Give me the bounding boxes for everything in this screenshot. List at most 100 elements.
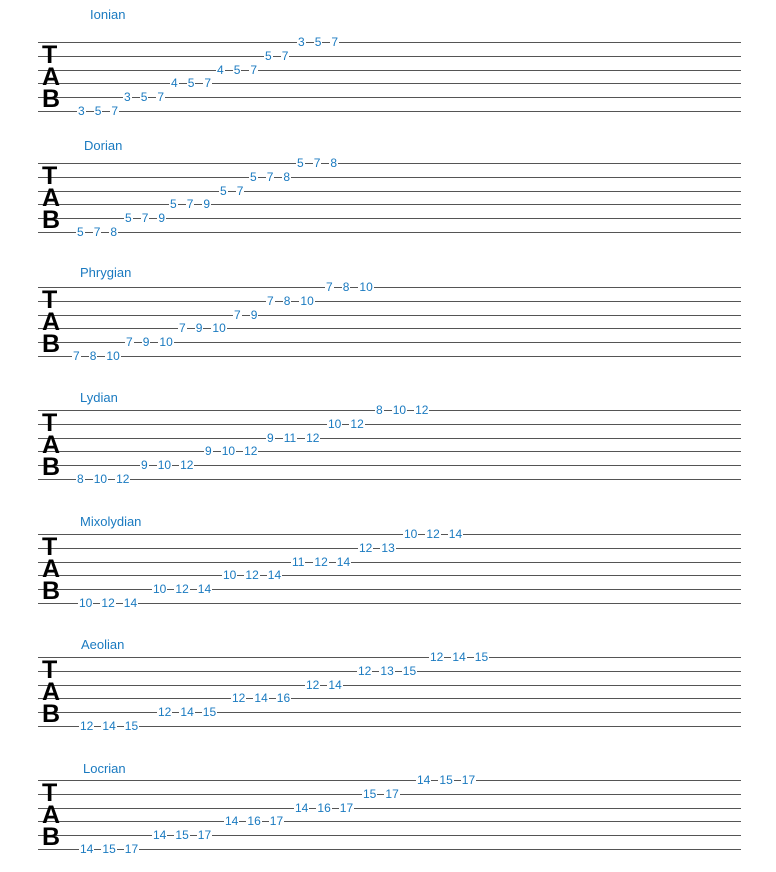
staff-string-line — [38, 42, 741, 43]
staff-string-line — [38, 176, 741, 178]
scale-title: Ionian — [90, 7, 126, 22]
staff-string-line — [38, 479, 741, 480]
fret-number: 5 — [232, 62, 242, 77]
staff-string-line — [38, 190, 741, 192]
fret-number: 10 — [222, 568, 238, 583]
fret-number: 4 — [216, 62, 225, 77]
fret-number: 13 — [379, 663, 395, 678]
tab-letter-b: B — [42, 577, 61, 605]
fret-number: 9 — [141, 335, 151, 350]
fret-number: 14 — [294, 800, 310, 815]
fret-number: 12 — [174, 582, 190, 597]
staff-string-line — [38, 204, 741, 206]
fret-number: 14 — [122, 596, 139, 610]
tab-letter-b: B — [42, 700, 61, 728]
fret-number: 14 — [335, 554, 352, 569]
fret-number: 9 — [202, 197, 212, 212]
staff-string-line — [38, 69, 741, 71]
staff-string-line — [38, 83, 741, 85]
fret-number: 10 — [92, 472, 109, 486]
staff-string-line — [38, 111, 741, 112]
fret-number: 10 — [391, 403, 408, 417]
fret-number: 7 — [266, 293, 275, 308]
fret-number: 15 — [101, 842, 117, 856]
fret-number: 17 — [384, 786, 400, 801]
fret-number: 5 — [186, 76, 196, 91]
fret-number: 10 — [211, 321, 227, 336]
staff-string-line — [38, 163, 741, 164]
staff-string-line — [38, 575, 741, 577]
staff-string-line — [38, 300, 741, 302]
fret-number: 4 — [170, 76, 179, 91]
staff-string-line — [38, 328, 741, 330]
staff-string-line — [38, 780, 741, 781]
fret-number: 8 — [76, 472, 85, 486]
fret-number: 8 — [282, 169, 292, 184]
fret-number: 7 — [325, 280, 334, 294]
fret-number: 7 — [140, 211, 150, 226]
fret-number: 8 — [329, 156, 339, 170]
fret-number: 7 — [110, 104, 120, 118]
tab-letter-b: B — [42, 823, 61, 851]
fret-number: 3 — [77, 104, 86, 118]
fret-number: 3 — [123, 90, 132, 105]
fret-number: 14 — [179, 705, 195, 720]
fret-number: 7 — [265, 169, 275, 184]
fret-number: 16 — [246, 814, 262, 829]
scale-title: Lydian — [80, 390, 118, 405]
fret-number: 14 — [253, 691, 269, 706]
tab-letter-a: A — [42, 801, 61, 829]
fret-number: 12 — [115, 472, 131, 486]
staff-string-line — [38, 97, 741, 99]
fret-number: 12 — [244, 568, 260, 583]
staff-string-line — [38, 589, 741, 591]
fret-number: 14 — [451, 650, 467, 664]
fret-number: 12 — [79, 719, 95, 733]
fret-number: 15 — [201, 705, 218, 720]
fret-number: 8 — [375, 403, 384, 417]
fret-number: 5 — [219, 183, 228, 198]
fret-number: 7 — [280, 48, 290, 63]
fret-number: 7 — [178, 321, 187, 336]
fret-number: 17 — [460, 773, 477, 787]
staff-string-line — [38, 698, 741, 700]
fret-number: 9 — [266, 430, 275, 445]
fret-number: 5 — [313, 35, 323, 49]
staff-string-line — [38, 437, 741, 439]
fret-number: 12 — [100, 596, 116, 610]
staff-string-line — [38, 657, 741, 658]
fret-number: 13 — [380, 540, 396, 555]
fret-number: 7 — [92, 225, 102, 239]
tab-letter-b: B — [42, 330, 61, 358]
fret-number: 8 — [341, 280, 351, 294]
tab-letter-a: A — [42, 678, 61, 706]
tab-letter-t: T — [42, 409, 58, 437]
tab-letter-t: T — [42, 286, 58, 314]
staff-string-line — [38, 534, 741, 535]
staff-string-line — [38, 807, 741, 809]
staff-string-line — [38, 835, 741, 837]
scale-title: Locrian — [83, 761, 126, 776]
tab-letter-a: A — [42, 555, 61, 583]
fret-number: 14 — [101, 719, 117, 733]
fret-number: 12 — [305, 677, 321, 692]
fret-number: 10 — [299, 293, 315, 308]
tab-letter-t: T — [42, 41, 58, 69]
fret-number: 14 — [447, 527, 464, 541]
fret-number: 14 — [416, 773, 432, 787]
fret-number: 7 — [330, 35, 340, 49]
fret-number: 10 — [105, 349, 121, 363]
fret-number: 12 — [414, 403, 430, 417]
fret-number: 10 — [78, 596, 94, 610]
fret-number: 5 — [76, 225, 85, 239]
fret-number: 16 — [316, 800, 332, 815]
tab-letter-t: T — [42, 656, 58, 684]
fret-number: 5 — [139, 90, 149, 105]
fret-number: 12 — [243, 444, 259, 459]
fret-number: 10 — [403, 527, 419, 541]
fret-number: 7 — [233, 307, 242, 322]
fret-number: 7 — [249, 62, 259, 77]
fret-number: 5 — [169, 197, 178, 212]
fret-number: 5 — [124, 211, 133, 226]
